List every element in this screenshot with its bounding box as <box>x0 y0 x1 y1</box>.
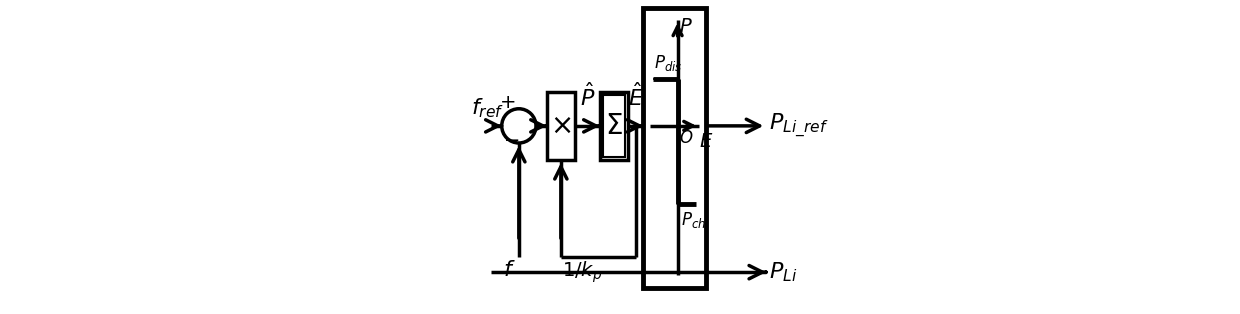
Text: $P_{Li}$: $P_{Li}$ <box>769 260 797 284</box>
Bar <box>603 95 625 157</box>
Text: $E$: $E$ <box>699 132 714 151</box>
Text: $\Sigma$: $\Sigma$ <box>605 112 622 140</box>
Text: $+$: $+$ <box>500 93 516 112</box>
Text: $f_{ref}$: $f_{ref}$ <box>471 96 503 120</box>
Text: $\hat{P}$: $\hat{P}$ <box>579 83 595 110</box>
Text: $\times$: $\times$ <box>551 112 572 140</box>
Text: $P_{dis}$: $P_{dis}$ <box>655 53 683 73</box>
Text: $P_{ch}$: $P_{ch}$ <box>681 210 706 230</box>
Text: $f$: $f$ <box>503 260 516 280</box>
Bar <box>600 92 627 160</box>
Bar <box>547 92 575 160</box>
Text: $\hat{E}$: $\hat{E}$ <box>627 83 644 110</box>
Text: $-$: $-$ <box>503 129 520 148</box>
Bar <box>644 8 706 288</box>
Text: $P_{Li\_ref}$: $P_{Li\_ref}$ <box>769 111 830 140</box>
Text: $O$: $O$ <box>680 129 694 147</box>
Text: $P$: $P$ <box>680 17 693 36</box>
Text: $1/k_p$: $1/k_p$ <box>563 260 603 285</box>
